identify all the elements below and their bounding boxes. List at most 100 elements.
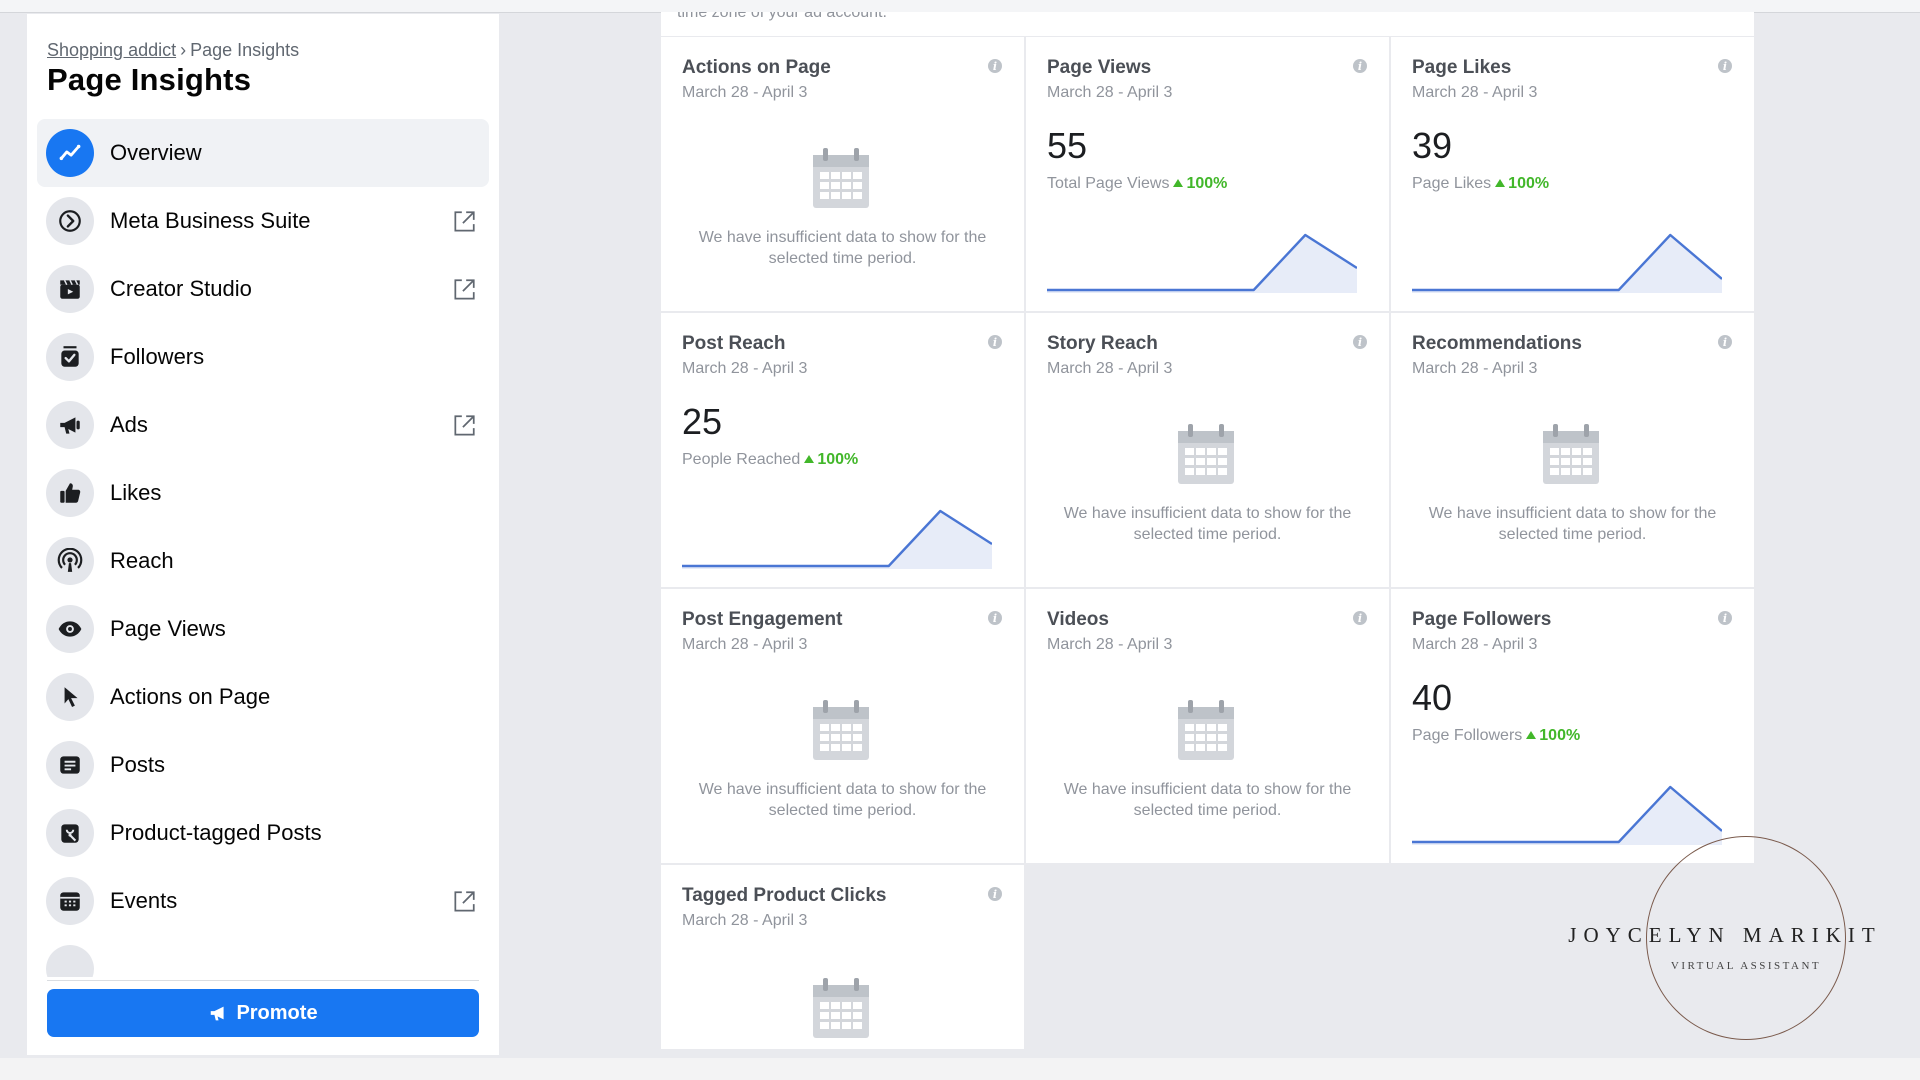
up-arrow-icon <box>1495 179 1506 187</box>
insight-card-story-reach[interactable]: Story Reach March 28 - April 3 i We have… <box>1026 313 1389 587</box>
sidebar-item-product-tagged-posts[interactable]: Product-tagged Posts <box>37 799 489 867</box>
sparkline-line <box>1412 785 1722 844</box>
calendar-placeholder-icon <box>1543 424 1599 484</box>
metric-label: People Reached <box>682 451 801 468</box>
sparkline-line <box>1412 233 1722 292</box>
sidebar-item-events[interactable]: Events <box>37 867 489 935</box>
insight-card-post-reach[interactable]: Post Reach March 28 - April 3 i 25 Peopl… <box>661 313 1024 587</box>
up-arrow-icon <box>1173 179 1184 187</box>
sparkline-area <box>1047 235 1357 293</box>
card-title: Post Reach <box>682 333 786 354</box>
sparkline-line <box>1047 233 1357 292</box>
breadcrumb-current: Page Insights <box>190 40 300 60</box>
insight-card-post-engagement[interactable]: Post Engagement March 28 - April 3 i We … <box>661 589 1024 863</box>
calendar-icon <box>46 877 94 925</box>
metric-line: People Reached 100% <box>682 451 858 469</box>
no-data-message: We have insufficient data to show for th… <box>698 229 987 267</box>
info-icon[interactable]: i <box>1718 611 1732 625</box>
insight-card-page-views[interactable]: Page Views March 28 - April 3 i 55 Total… <box>1026 37 1389 311</box>
sidebar-item-label: Followers <box>110 344 205 369</box>
sidebar-item-page-views[interactable]: Page Views <box>37 595 489 663</box>
sparkline <box>1047 233 1357 293</box>
card-title: Recommendations <box>1412 333 1582 354</box>
up-arrow-icon <box>1526 731 1537 739</box>
sidebar-item-label: Actions on Page <box>110 684 271 709</box>
info-icon[interactable]: i <box>988 611 1002 625</box>
info-icon[interactable]: i <box>1718 335 1732 349</box>
divider <box>47 980 479 981</box>
insight-card-page-likes[interactable]: Page Likes March 28 - April 3 i 39 Page … <box>1391 37 1754 311</box>
external-link-icon[interactable] <box>451 413 477 439</box>
metric-line: Page Likes 100% <box>1412 175 1549 193</box>
insights-grid: Actions on Page March 28 - April 3 i We … <box>661 37 1754 1049</box>
insight-card-videos[interactable]: Videos March 28 - April 3 i We have insu… <box>1026 589 1389 863</box>
sidebar-item-partial[interactable] <box>37 935 489 977</box>
calendar-placeholder-icon <box>813 148 869 208</box>
external-link-icon[interactable] <box>451 277 477 303</box>
followers-icon <box>46 333 94 381</box>
sidebar-item-ads[interactable]: Ads <box>37 391 489 459</box>
breadcrumb: Shopping addict › Page Insights <box>47 40 299 61</box>
info-icon[interactable]: i <box>1353 59 1367 73</box>
thumbs-up-icon <box>46 469 94 517</box>
insight-card-page-followers[interactable]: Page Followers March 28 - April 3 i 40 P… <box>1391 589 1754 863</box>
card-date: March 28 - April 3 <box>1047 84 1173 101</box>
posts-icon <box>46 741 94 789</box>
sparkline-area <box>1412 235 1722 293</box>
timezone-note-text: time zone of your ad account. <box>677 12 887 21</box>
delta-value: 100% <box>817 451 859 468</box>
delta-value: 100% <box>1186 175 1228 192</box>
timezone-note: time zone of your ad account. <box>661 12 1754 36</box>
info-icon[interactable]: i <box>1353 335 1367 349</box>
metric-value: 40 <box>1412 677 1453 718</box>
card-title: Page Followers <box>1412 609 1552 630</box>
sidebar-item-posts[interactable]: Posts <box>37 731 489 799</box>
sidebar-item-meta-business-suite[interactable]: Meta Business Suite <box>37 187 489 255</box>
card-date: March 28 - April 3 <box>682 84 808 101</box>
external-link-icon[interactable] <box>451 209 477 235</box>
delta-badge: 100% <box>1173 175 1227 192</box>
sidebar-item-label: Likes <box>110 480 162 505</box>
watermark-circle <box>1646 836 1846 1040</box>
more-icon <box>46 945 94 977</box>
metric-line: Total Page Views 100% <box>1047 175 1227 193</box>
sparkline-line <box>682 509 992 568</box>
card-title: Tagged Product Clicks <box>682 885 887 906</box>
calendar-placeholder-icon <box>813 700 869 760</box>
sidebar-item-likes[interactable]: Likes <box>37 459 489 527</box>
info-icon[interactable]: i <box>1353 611 1367 625</box>
sidebar-item-creator-studio[interactable]: Creator Studio <box>37 255 489 323</box>
window-bottom-edge <box>0 1058 1920 1080</box>
info-icon[interactable]: i <box>988 59 1002 73</box>
calendar-placeholder-icon <box>813 978 869 1038</box>
breadcrumb-page-link[interactable]: Shopping addict <box>47 40 177 60</box>
info-icon[interactable]: i <box>1718 59 1732 73</box>
broadcast-icon <box>46 537 94 585</box>
sidebar-item-reach[interactable]: Reach <box>37 527 489 595</box>
eye-icon <box>46 605 94 653</box>
shopping-bag-icon <box>46 809 94 857</box>
no-data-message: We have insufficient data to show for th… <box>698 781 987 819</box>
sidebar-item-followers[interactable]: Followers <box>37 323 489 391</box>
card-title: Story Reach <box>1047 333 1158 354</box>
info-icon[interactable]: i <box>988 887 1002 901</box>
page-title: Page Insights <box>47 62 252 97</box>
sparkline-area <box>682 511 992 569</box>
info-icon[interactable]: i <box>988 335 1002 349</box>
external-link-icon[interactable] <box>451 889 477 915</box>
clapperboard-icon <box>46 265 94 313</box>
insight-card-actions-on-page[interactable]: Actions on Page March 28 - April 3 i We … <box>661 37 1024 311</box>
calendar-placeholder-icon <box>1178 700 1234 760</box>
sidebar-item-label: Page Views <box>110 616 226 641</box>
sidebar-item-actions-on-page[interactable]: Actions on Page <box>37 663 489 731</box>
sidebar-item-label: Ads <box>110 412 148 437</box>
card-title: Page Views <box>1047 57 1152 78</box>
insight-card-recommendations[interactable]: Recommendations March 28 - April 3 i We … <box>1391 313 1754 587</box>
card-date: March 28 - April 3 <box>1412 84 1538 101</box>
no-data-message: We have insufficient data to show for th… <box>1063 505 1352 543</box>
insight-card-tagged-product-clicks[interactable]: Tagged Product Clicks March 28 - April 3… <box>661 865 1024 1049</box>
card-date: March 28 - April 3 <box>682 636 808 653</box>
sidebar-item-overview[interactable]: Overview <box>37 119 489 187</box>
promote-button[interactable]: Promote <box>47 989 479 1037</box>
delta-badge: 100% <box>1495 175 1549 192</box>
